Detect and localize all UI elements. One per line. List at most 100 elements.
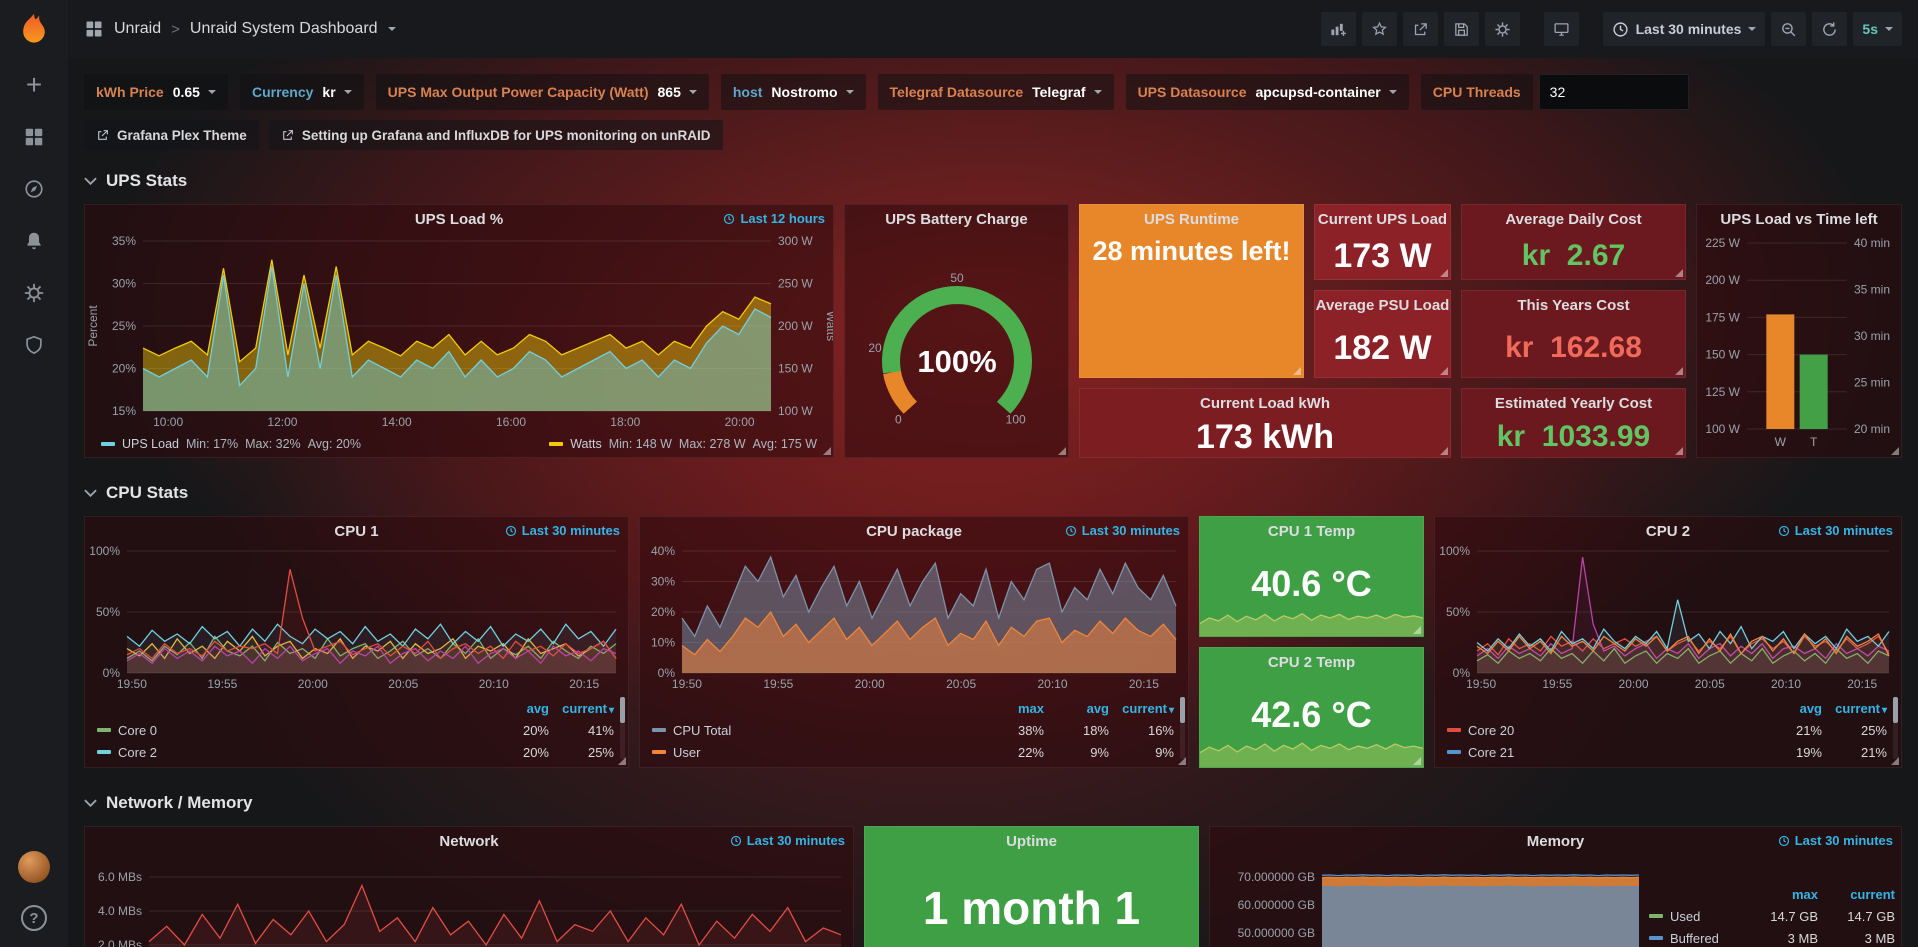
resize-handle[interactable] — [1413, 757, 1421, 765]
cpu1-chart[interactable]: 100% 50% 0% 19:50 19:55 20:00 20:05 20:10 20:15 — [85, 544, 628, 693]
panel-header[interactable]: Estimated Yearly Cost — [1494, 394, 1653, 412]
series-name[interactable]: Used — [1670, 908, 1701, 924]
variable-value[interactable]: 865 — [658, 84, 697, 100]
section-header-network-memory[interactable]: Network / Memory — [84, 790, 1902, 816]
panel-header[interactable]: UPS Load % Last 12 hours — [85, 205, 833, 233]
series-name[interactable]: Core 20 — [1468, 722, 1515, 738]
add-panel-button[interactable] — [1320, 12, 1356, 46]
explore-icon[interactable] — [22, 177, 46, 201]
panel-header[interactable]: Average PSU Load — [1315, 296, 1450, 314]
ups-load-vs-time-chart[interactable]: 225 W 200 W 175 W 150 W 125 W 100 W 40 min 35 m… — [1697, 233, 1901, 451]
panel-title[interactable]: UPS Battery Charge — [885, 210, 1028, 228]
dashboards-icon[interactable] — [22, 125, 46, 149]
network-chart[interactable]: 6.0 MBs 4.0 MBs 2.0 MBs — [85, 855, 853, 947]
refresh-button[interactable] — [1812, 12, 1848, 46]
memory-chart[interactable]: 70.000000 GB 60.000000 GB 50.000000 GB — [1210, 855, 1649, 947]
resize-handle[interactable] — [1675, 447, 1683, 455]
series-name[interactable]: UPS Load — [122, 437, 179, 451]
configuration-icon[interactable] — [22, 281, 46, 305]
panel-title[interactable]: CPU 2 — [1645, 522, 1691, 540]
panel-header[interactable]: Average Daily Cost — [1505, 210, 1642, 228]
series-name[interactable]: User — [673, 744, 701, 760]
panel-header[interactable]: CPU package Last 30 minutes — [640, 517, 1188, 545]
resize-handle[interactable] — [618, 757, 626, 765]
panel-title[interactable]: Memory — [1526, 832, 1585, 850]
resize-handle[interactable] — [1058, 447, 1066, 455]
variable-value[interactable]: kr — [322, 84, 352, 100]
resize-handle[interactable] — [1440, 367, 1448, 375]
legend-scrollbar[interactable] — [620, 697, 625, 759]
cpu-package-chart[interactable]: 40% 30% 20% 10% 0% 19:50 19:55 20:00 20:05 20:10 2… — [640, 544, 1188, 693]
scrollbar-thumb[interactable] — [1893, 697, 1898, 723]
panel-title[interactable]: UPS Load vs Time left — [1720, 210, 1878, 228]
cpu2-chart[interactable]: 100% 50% 0% 19:50 19:55 20:00 20:05 20:10 20:15 — [1435, 544, 1901, 693]
series-name[interactable]: Buffered — [1670, 930, 1719, 946]
panel-header[interactable]: UPS Load vs Time left — [1697, 205, 1901, 233]
panel-header[interactable]: Uptime — [1006, 832, 1057, 850]
series-name[interactable]: Core 0 — [118, 722, 158, 738]
section-header-cpu-stats[interactable]: CPU Stats — [84, 480, 1902, 506]
resize-handle[interactable] — [1178, 757, 1186, 765]
alerting-icon[interactable] — [22, 229, 46, 253]
variable-value[interactable]: apcupsd-container — [1256, 84, 1397, 100]
variable-value[interactable]: Nostromo — [771, 84, 854, 100]
resize-handle[interactable] — [823, 447, 831, 455]
tv-mode-button[interactable] — [1543, 12, 1579, 46]
panel-title[interactable]: CPU package — [866, 522, 962, 540]
resize-handle[interactable] — [1440, 447, 1448, 455]
panel-header[interactable]: CPU 1 Temp — [1267, 522, 1356, 540]
section-header-ups-stats[interactable]: UPS Stats — [84, 168, 1902, 194]
breadcrumb-app[interactable]: Unraid — [114, 20, 162, 37]
variable-ups-datasource[interactable]: UPS Datasource apcupsd-container — [1125, 74, 1409, 110]
variable-ups-max-output[interactable]: UPS Max Output Power Capacity (Watt) 865 — [375, 74, 709, 110]
grafana-logo-icon[interactable] — [16, 12, 52, 53]
legend-scrollbar[interactable] — [1893, 697, 1898, 759]
panel-title[interactable]: UPS Load % — [414, 210, 504, 228]
variable-host[interactable]: host Nostromo — [720, 74, 866, 110]
resize-handle[interactable] — [1891, 447, 1899, 455]
resize-handle[interactable] — [1413, 626, 1421, 634]
panel-header[interactable]: Network Last 30 minutes — [85, 827, 853, 855]
panel-header[interactable]: Current UPS Load — [1317, 210, 1448, 228]
dashboard-title[interactable]: Unraid System Dashboard — [189, 20, 378, 37]
ups-load-chart[interactable]: 35% 30% 25% 20% 15% 300 W 250 W 200 W 150 W 100 W… — [85, 233, 838, 431]
panel-title[interactable]: CPU 1 — [334, 522, 379, 540]
panel-header[interactable]: Current Load kWh — [1200, 394, 1330, 412]
panel-header[interactable]: UPS Battery Charge — [845, 205, 1068, 233]
panel-header[interactable]: This Years Cost — [1517, 296, 1630, 314]
resize-handle[interactable] — [1891, 757, 1899, 765]
variable-kwh-price[interactable]: kWh Price 0.65 — [84, 74, 228, 110]
variable-value[interactable]: 0.65 — [173, 84, 216, 100]
legend-scrollbar[interactable] — [1180, 697, 1185, 759]
variable-telegraf-datasource[interactable]: Telegraf Datasource Telegraf — [877, 74, 1114, 110]
link-grafana-plex-theme[interactable]: Grafana Plex Theme — [84, 120, 259, 150]
series-name[interactable]: Watts — [570, 437, 602, 451]
scrollbar-thumb[interactable] — [620, 697, 625, 723]
panel-header[interactable]: CPU 1 Last 30 minutes — [85, 517, 628, 545]
time-range-picker[interactable]: Last 30 minutes — [1602, 12, 1766, 46]
panel-header[interactable]: Memory Last 30 minutes — [1210, 827, 1901, 855]
server-admin-icon[interactable] — [22, 333, 46, 357]
title-caret-icon[interactable] — [387, 27, 396, 31]
series-name[interactable]: CPU Total — [673, 722, 732, 738]
help-icon[interactable]: ? — [21, 905, 47, 931]
dashboard-settings-button[interactable] — [1484, 12, 1520, 46]
variable-currency[interactable]: Currency kr — [239, 74, 364, 110]
resize-handle[interactable] — [1675, 367, 1683, 375]
scrollbar-thumb[interactable] — [1180, 697, 1185, 723]
create-icon[interactable]: + — [25, 69, 43, 100]
star-button[interactable] — [1361, 12, 1397, 46]
variable-value[interactable]: Telegraf — [1032, 84, 1102, 100]
panel-header[interactable]: UPS Runtime — [1143, 210, 1239, 228]
panel-header[interactable]: CPU 2 Last 30 minutes — [1435, 517, 1901, 545]
series-name[interactable]: Core 2 — [118, 744, 158, 760]
zoom-out-button[interactable] — [1771, 12, 1807, 46]
link-ups-monitoring-guide[interactable]: Setting up Grafana and InfluxDB for UPS … — [268, 120, 723, 150]
save-button[interactable] — [1443, 12, 1479, 46]
cpu-threads-input[interactable] — [1538, 74, 1689, 110]
resize-handle[interactable] — [1675, 269, 1683, 277]
panel-title[interactable]: Network — [439, 832, 499, 850]
panel-header[interactable]: CPU 2 Temp — [1267, 653, 1356, 671]
resize-handle[interactable] — [1293, 367, 1301, 375]
user-avatar[interactable] — [18, 851, 50, 883]
